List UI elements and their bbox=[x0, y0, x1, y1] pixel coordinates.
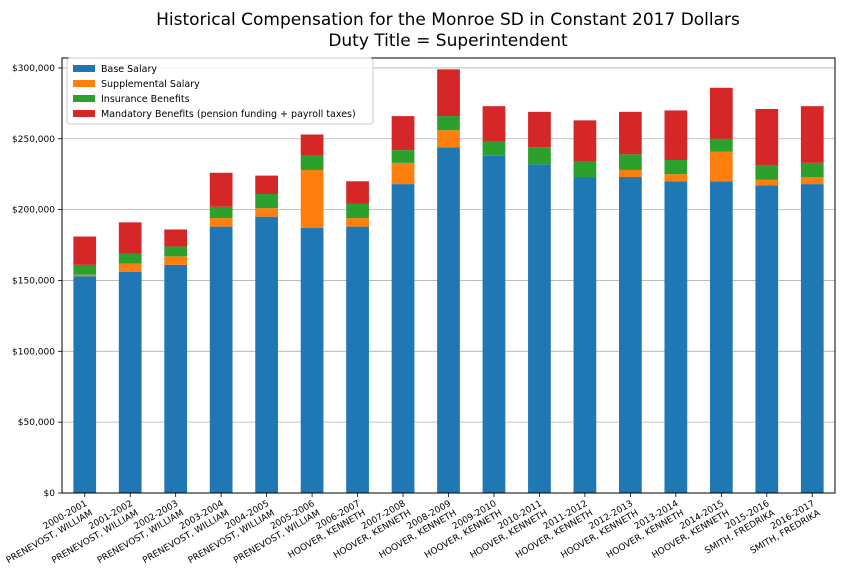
bar-segment bbox=[755, 109, 779, 166]
bar-segment bbox=[73, 264, 97, 275]
bar-segment bbox=[255, 194, 278, 209]
bar-segment bbox=[528, 147, 551, 165]
bar-segment bbox=[391, 162, 415, 185]
bar-segment bbox=[346, 181, 369, 204]
bar-segment bbox=[255, 216, 278, 493]
bar-segment bbox=[300, 228, 324, 493]
y-tick-label: $300,000 bbox=[12, 64, 55, 74]
legend-swatch bbox=[73, 80, 95, 87]
bar-segment bbox=[118, 271, 142, 493]
bar-segment bbox=[482, 106, 506, 142]
bar-segment bbox=[573, 120, 597, 162]
bar-segment bbox=[664, 160, 688, 175]
bar-segment bbox=[255, 208, 278, 217]
bar-segment bbox=[118, 263, 142, 272]
bar-segment bbox=[437, 116, 460, 131]
bar-segment bbox=[300, 169, 324, 229]
legend-box bbox=[66, 57, 374, 125]
bar-segment bbox=[664, 181, 688, 493]
bar-segment bbox=[118, 222, 142, 254]
bar-segment bbox=[664, 110, 688, 161]
bar-segment bbox=[709, 151, 733, 182]
bar-segment bbox=[709, 181, 733, 493]
legend-swatch bbox=[73, 65, 95, 72]
bar-segment bbox=[437, 147, 460, 494]
bar-segment bbox=[164, 256, 188, 265]
bar-segment bbox=[800, 162, 824, 178]
bar-segment bbox=[573, 177, 597, 493]
bar-segment bbox=[755, 165, 779, 180]
bar-segment bbox=[709, 138, 733, 152]
bar-segment bbox=[73, 274, 97, 277]
legend-label: Mandatory Benefits (pension funding + pa… bbox=[101, 109, 356, 120]
legend-label: Base Salary bbox=[101, 64, 157, 75]
legend-swatch bbox=[73, 95, 95, 102]
bar-segment bbox=[755, 179, 779, 186]
x-tick-label: 2000-2001PRENEVOST, WILLIAM bbox=[0, 499, 95, 566]
y-tick-label: $100,000 bbox=[12, 347, 55, 357]
bar-segment bbox=[619, 177, 642, 493]
bar-segment bbox=[164, 246, 188, 257]
bar-segment bbox=[300, 155, 324, 170]
bar-segment bbox=[755, 185, 779, 494]
bar-segment bbox=[164, 264, 188, 493]
bar-segment bbox=[528, 164, 551, 493]
bar-segment bbox=[73, 236, 97, 265]
bar-segment bbox=[255, 175, 278, 195]
bar-segment bbox=[482, 141, 506, 156]
bar-segment bbox=[209, 172, 233, 207]
bar-segment bbox=[391, 116, 415, 151]
chart-subtitle: Duty Title = Superintendent bbox=[328, 31, 568, 51]
bar-segment bbox=[391, 184, 415, 494]
y-tick-label: $150,000 bbox=[12, 276, 55, 286]
y-tick-label: $0 bbox=[44, 489, 56, 499]
bar-segment bbox=[346, 218, 369, 227]
bar-segment bbox=[300, 134, 324, 156]
bar-segment bbox=[118, 253, 142, 264]
bar-segment bbox=[209, 206, 233, 219]
legend-label: Insurance Benefits bbox=[101, 94, 190, 105]
bar-segment bbox=[619, 169, 642, 178]
bar-segment bbox=[528, 111, 551, 148]
bar-segment bbox=[482, 155, 506, 493]
bars bbox=[73, 69, 824, 494]
bar-segment bbox=[346, 203, 369, 219]
legend: Base Salary Supplemental Salary Insurance … bbox=[66, 57, 374, 125]
bar-segment bbox=[664, 174, 688, 182]
y-axis: $0 $50,000 $100,000 $150,000 $200,000 $250,00… bbox=[12, 64, 62, 499]
bar-segment bbox=[619, 154, 642, 170]
y-tick-label: $200,000 bbox=[12, 206, 55, 216]
bar-segment bbox=[164, 229, 188, 247]
bar-segment bbox=[209, 218, 233, 227]
bar-segment bbox=[437, 130, 460, 148]
bar-segment bbox=[800, 184, 824, 494]
y-tick-label: $250,000 bbox=[12, 135, 55, 145]
chart-title: Historical Compensation for the Monroe S… bbox=[156, 10, 740, 30]
bar-segment bbox=[391, 150, 415, 163]
bar-segment bbox=[619, 111, 642, 155]
legend-label: Supplemental Salary bbox=[101, 79, 200, 90]
bar-segment bbox=[346, 226, 369, 493]
bar-segment bbox=[800, 177, 824, 185]
bar-segment bbox=[800, 106, 824, 163]
bar-segment bbox=[209, 226, 233, 493]
y-tick-label: $50,000 bbox=[18, 418, 55, 428]
bar-segment bbox=[573, 161, 597, 178]
bar-segment bbox=[437, 69, 460, 117]
legend-swatch bbox=[73, 110, 95, 117]
x-axis: 2000-2001PRENEVOST, WILLIAM2001-2002PREN… bbox=[0, 493, 823, 566]
bar-segment bbox=[73, 276, 97, 493]
bar-segment bbox=[709, 87, 733, 139]
